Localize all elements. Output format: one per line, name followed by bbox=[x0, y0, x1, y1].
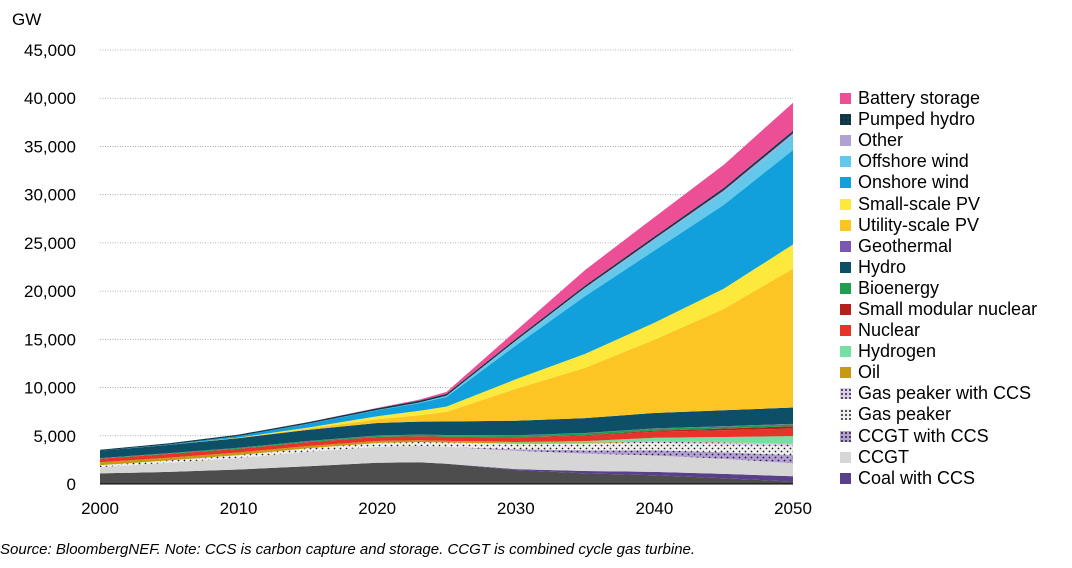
legend-swatch bbox=[840, 430, 851, 442]
legend-item-battery-storage: Battery storage bbox=[840, 88, 1072, 109]
legend-item-ccgt: CCGT bbox=[840, 447, 1072, 468]
x-tick-label: 2020 bbox=[358, 499, 396, 518]
chart: 0 5,000 10,000 15,000 20,000 25,000 30,000 35,0… bbox=[12, 10, 812, 518]
legend-swatch bbox=[840, 472, 851, 484]
y-tick-label: 20,000 bbox=[24, 282, 76, 301]
legend-swatch bbox=[840, 240, 851, 252]
legend-swatch bbox=[840, 261, 851, 273]
x-tick-label: 2040 bbox=[635, 499, 673, 518]
legend-label: Pumped hydro bbox=[858, 109, 976, 130]
legend-swatch bbox=[840, 325, 851, 337]
x-tick-label: 2030 bbox=[497, 499, 535, 518]
legend-swatch bbox=[840, 198, 851, 210]
legend-item-hydrogen: Hydrogen bbox=[840, 341, 1072, 362]
legend-item-pumped-hydro: Pumped hydro bbox=[840, 109, 1072, 130]
legend-swatch bbox=[840, 367, 851, 379]
legend-label: Oil bbox=[858, 362, 880, 383]
legend-item-utility-scale-pv: Utility-scale PV bbox=[840, 215, 1072, 236]
legend-label: Other bbox=[858, 130, 904, 151]
y-tick-label: 10,000 bbox=[24, 379, 76, 398]
y-tick-label: 45,000 bbox=[24, 41, 76, 60]
legend-item-gas-peaker: Gas peaker bbox=[840, 404, 1072, 425]
legend-item-nuclear: Nuclear bbox=[840, 320, 1072, 341]
legend-item-coal-with-ccs: Coal with CCS bbox=[840, 468, 1072, 489]
y-tick-label: 0 bbox=[67, 475, 76, 494]
legend-label: Small-scale PV bbox=[858, 193, 981, 214]
y-tick-label: 15,000 bbox=[24, 330, 76, 349]
legend-item-ccgt-with-ccs: CCGT with CCS bbox=[840, 426, 1072, 447]
area-coal bbox=[100, 462, 793, 484]
legend-item-other: Other bbox=[840, 130, 1072, 151]
y-tick-label: 5,000 bbox=[33, 427, 76, 446]
area-gas-peaker-with-ccs bbox=[100, 441, 793, 466]
legend-swatch bbox=[840, 219, 851, 231]
legend-label: Gas peaker bbox=[858, 404, 952, 425]
area-ccgt-with-ccs bbox=[100, 445, 793, 468]
legend-label: Nuclear bbox=[858, 320, 921, 341]
legend-item-small-modular-nuclear: Small modular nuclear bbox=[840, 299, 1072, 320]
legend-swatch bbox=[840, 282, 851, 294]
area-small-modular-nuclear bbox=[100, 426, 793, 459]
legend-swatch bbox=[840, 156, 851, 168]
legend-swatch bbox=[840, 303, 851, 315]
legend-label: Hydrogen bbox=[858, 341, 937, 362]
area-gas-peaker bbox=[100, 442, 793, 468]
legend-item-hydro: Hydro bbox=[840, 257, 1072, 278]
y-axis-unit-label: GW bbox=[12, 10, 41, 29]
legend-swatch bbox=[840, 346, 851, 358]
legend-label: Coal with CCS bbox=[858, 467, 976, 488]
legend-label: Geothermal bbox=[858, 235, 953, 256]
legend-item-geothermal: Geothermal bbox=[840, 236, 1072, 257]
area-utility-scale-pv bbox=[100, 268, 793, 451]
y-axis-ticks: 0 5,000 10,000 15,000 20,000 25,000 30,000 35,0… bbox=[24, 41, 76, 494]
area-nuclear bbox=[100, 428, 793, 463]
y-tick-label: 40,000 bbox=[24, 89, 76, 108]
legend: Battery storage Pumped hydro Other Offshore… bbox=[840, 88, 1072, 489]
legend-item-offshore-wind: Offshore wind bbox=[840, 151, 1072, 172]
legend-item-bioenergy: Bioenergy bbox=[840, 278, 1072, 299]
legend-swatch bbox=[840, 135, 851, 147]
area-coal-with-ccs bbox=[100, 462, 793, 482]
legend-label: Gas peaker with CCS bbox=[858, 383, 1032, 404]
legend-label: Battery storage bbox=[858, 88, 981, 109]
legend-swatch bbox=[840, 114, 851, 126]
legend-item-oil: Oil bbox=[840, 362, 1072, 383]
area-bioenergy bbox=[100, 424, 793, 459]
area-hydrogen bbox=[100, 436, 793, 463]
legend-swatch bbox=[840, 388, 851, 400]
legend-label: Bioenergy bbox=[858, 277, 940, 298]
legend-label: Offshore wind bbox=[858, 151, 969, 172]
area-small-scale-pv bbox=[100, 244, 793, 451]
y-tick-label: 35,000 bbox=[24, 137, 76, 156]
legend-label: CCGT bbox=[858, 446, 909, 467]
area-hydro bbox=[100, 407, 793, 459]
legend-item-onshore-wind: Onshore wind bbox=[840, 172, 1072, 193]
legend-label: Small modular nuclear bbox=[858, 298, 1038, 319]
area-series bbox=[100, 102, 793, 484]
y-tick-label: 25,000 bbox=[24, 234, 76, 253]
area-oil bbox=[100, 440, 793, 466]
legend-swatch bbox=[840, 177, 851, 189]
legend-label: Utility-scale PV bbox=[858, 214, 980, 235]
area-ccgt bbox=[100, 445, 793, 477]
legend-swatch bbox=[840, 451, 851, 463]
legend-item-small-scale-pv: Small-scale PV bbox=[840, 193, 1072, 214]
legend-swatch bbox=[840, 93, 851, 105]
x-tick-label: 2010 bbox=[220, 499, 258, 518]
legend-item-gas-peaker-with-ccs: Gas peaker with CCS bbox=[840, 383, 1072, 404]
legend-label: Onshore wind bbox=[858, 172, 970, 193]
source-note: Source: BloombergNEF. Note: CCS is carbo… bbox=[0, 541, 696, 558]
x-tick-label: 2000 bbox=[81, 499, 119, 518]
x-tick-label: 2050 bbox=[774, 499, 812, 518]
x-axis-ticks: 2000 2010 2020 2030 2040 2050 bbox=[81, 499, 812, 518]
legend-label: Hydro bbox=[858, 256, 907, 277]
legend-swatch bbox=[840, 409, 851, 421]
y-tick-label: 30,000 bbox=[24, 186, 76, 205]
legend-label: CCGT with CCS bbox=[858, 425, 989, 446]
area-onshore-wind bbox=[100, 150, 793, 451]
